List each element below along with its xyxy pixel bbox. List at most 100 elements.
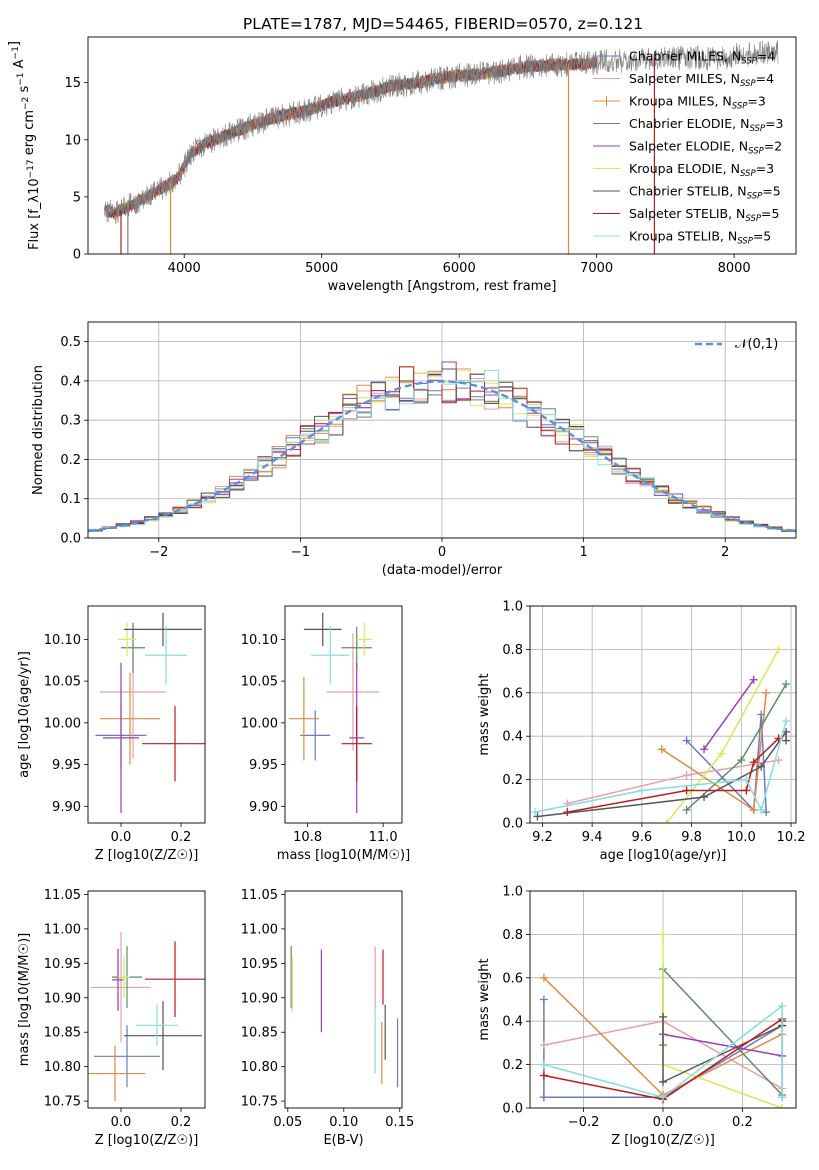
- spectrum-model-line: [104, 57, 598, 219]
- legend-suffix: =4: [756, 71, 774, 86]
- x-tick-label: 0.2: [732, 1115, 753, 1130]
- x-tick-label: 0.05: [273, 1115, 302, 1130]
- figure-title: PLATE=1787, MJD=54465, FIBERID=0570, z=0…: [243, 15, 643, 33]
- spectrum-model-line: [104, 56, 598, 220]
- plot-marks: [95, 612, 205, 813]
- spectrum-model-line: [104, 56, 598, 219]
- y-tick-label: 0.1: [60, 492, 81, 507]
- label-part: Z [log10(Z/Z☉)]: [611, 1133, 715, 1148]
- x-tick-label: 0: [438, 545, 446, 560]
- normal-reference-curve: [88, 380, 796, 533]
- legend-suffix: =4: [757, 49, 775, 64]
- x-axis-label: Z [log10(Z/Z☉)]: [611, 1133, 715, 1148]
- mass-weight-point: [530, 808, 539, 817]
- x-axis-label: E(B-V): [323, 1133, 363, 1148]
- y-tick-label: 0.6: [502, 971, 523, 986]
- mass-weight-point: [782, 736, 791, 745]
- mass-weight-point: [659, 930, 667, 939]
- legend-suffix: =5: [753, 229, 771, 244]
- legend-entry: Salpeter ELODIE, NSSP=2: [629, 139, 782, 157]
- x-tick-label: 0.10: [329, 1115, 358, 1130]
- y-axis-label: mass [log10(M/M☉)]: [17, 933, 32, 1066]
- label-part: mass [log10(M/M☉)]: [17, 933, 32, 1066]
- legend-entry: Chabrier MILES, NSSP=4: [629, 49, 775, 67]
- mass-weight-point: [682, 771, 691, 780]
- y-tick-label: 0.8: [502, 928, 523, 943]
- mass-weight-point: [659, 1012, 667, 1021]
- label-part: −17: [26, 159, 36, 178]
- label-part: −1: [11, 46, 21, 59]
- y-tick-label: 0.2: [502, 1058, 523, 1073]
- y-axis-label: mass weight: [477, 673, 492, 755]
- mass-weight-point: [539, 1093, 548, 1102]
- y-axis-label: Normed distribution: [31, 365, 46, 495]
- panel-mass-vs-Z: 0.0 0.2 10.75 10.80 10.85 10.90 10.95 11.00 11.0…: [17, 888, 206, 1148]
- x-tick-label: 7000: [580, 261, 613, 276]
- legend-entry: Chabrier ELODIE, NSSP=3: [629, 116, 784, 134]
- label-part: Normed distribution: [31, 365, 46, 495]
- x-tick-label: 6000: [443, 261, 476, 276]
- label-part: −2: [21, 97, 31, 110]
- y-tick-label: 10.85: [241, 1026, 278, 1041]
- x-axis-label: Z [log10(Z/Z☉)]: [95, 848, 199, 863]
- y-tick-label: 10.05: [44, 675, 81, 690]
- y-tick-label: 0.2: [60, 453, 81, 468]
- mass-weight-point: [782, 717, 791, 726]
- x-tick-label: 11.0: [369, 830, 398, 845]
- mass-weight-point: [762, 688, 771, 697]
- mass-weight-series: [534, 720, 787, 813]
- label-part: mass weight: [477, 673, 492, 755]
- mass-weight-point: [659, 1093, 667, 1102]
- mass-weight-series: [662, 1033, 783, 1057]
- panel-residuals: −2 −1 0 1 2 0.0 0.1 0.2 0.3 0.4 0.5 (data-model)/er…: [31, 321, 797, 578]
- x-tick-label: −1: [291, 545, 310, 560]
- mass-weight-point: [539, 1071, 548, 1080]
- y-tick-label: 0.4: [502, 730, 523, 745]
- label-part: E(B-V): [323, 1133, 363, 1148]
- legend-entry: Kroupa ELODIE, NSSP=3: [629, 161, 774, 179]
- panel-age-vs-Z: 0.0 0.2 9.90 9.95 10.00 10.05 10.10 Z [log10(Z/…: [17, 605, 206, 863]
- y-tick-label: 0.5: [60, 335, 81, 350]
- label-part: age [log10(age/yr)]: [600, 848, 727, 863]
- legend-entry: Salpeter STELIB, NSSP=5: [629, 206, 779, 224]
- legend-sub: SSP: [747, 192, 763, 202]
- y-tick-label: 10.05: [241, 675, 278, 690]
- y-tick-label: 10.75: [241, 1095, 278, 1110]
- y-tick-label: 10.85: [44, 1026, 81, 1041]
- plot-marks: [88, 932, 205, 1102]
- plot-marks: [539, 930, 787, 1108]
- axes-frame: [284, 890, 403, 1109]
- y-tick-label: 10.10: [241, 633, 278, 648]
- x-tick-label: 4000: [168, 261, 201, 276]
- axes-frame: [284, 605, 403, 824]
- y-tick-label: 0.6: [502, 686, 523, 701]
- mass-weight-point: [539, 1041, 548, 1050]
- y-tick-label: 10.90: [241, 991, 278, 1006]
- y-tick-label: 11.00: [44, 922, 81, 937]
- legend-suffix: =5: [762, 184, 780, 199]
- plot-marks: [104, 39, 779, 254]
- y-tick-label: 9.95: [249, 758, 278, 773]
- x-tick-label: 10.0: [727, 830, 756, 845]
- label-part: Z [log10(Z/Z☉)]: [95, 848, 199, 863]
- mass-weight-point: [778, 1093, 787, 1102]
- mass-weight-point: [700, 745, 709, 754]
- y-axis-label: Flux [f_λ10−17 erg cm−2 s−1 A−1]: [7, 41, 42, 250]
- legend-label: Chabrier STELIB, N: [629, 184, 747, 199]
- mass-weight-point: [539, 973, 548, 982]
- legend-sub: SSP: [737, 237, 753, 247]
- residual-histogram: [88, 368, 796, 532]
- x-tick-label: 9.2: [532, 830, 553, 845]
- x-tick-label: 10.8: [293, 830, 322, 845]
- x-tick-label: 8000: [718, 261, 751, 276]
- x-tick-label: 0.0: [111, 1115, 132, 1130]
- label-part: s: [17, 86, 32, 97]
- label-part: ]: [7, 41, 22, 46]
- legend-label: Chabrier ELODIE, N: [629, 116, 749, 131]
- panel-mass-weight-vs-Z: −0.2 0.0 0.2 0.0 0.2 0.4 0.6 0.8 1.0 Z [log10(Z/Z…: [477, 885, 797, 1148]
- mass-weight-point: [682, 805, 691, 814]
- label-part: −1: [16, 72, 26, 85]
- axes-frame: [87, 605, 206, 824]
- legend-suffix: =3: [765, 116, 783, 131]
- mass-weight-point: [563, 808, 572, 817]
